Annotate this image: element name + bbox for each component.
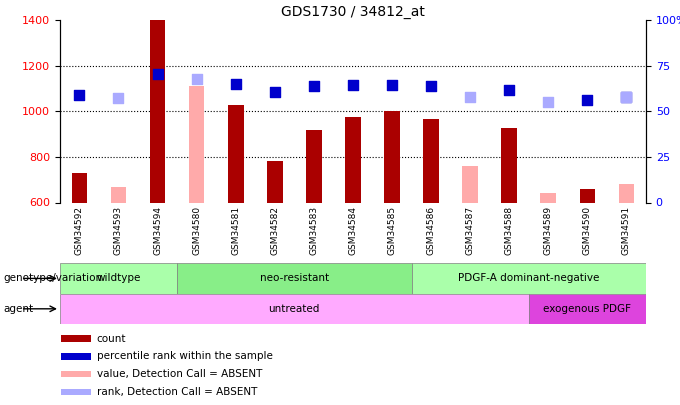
Point [113,94,124,101]
Text: GSM34585: GSM34585 [388,206,396,255]
Text: exogenous PDGF: exogenous PDGF [543,304,632,314]
Text: GSM34581: GSM34581 [231,206,240,255]
Text: GSM34583: GSM34583 [309,206,318,255]
Text: GSM34590: GSM34590 [583,206,592,255]
Bar [423,119,439,202]
Text: GSM34582: GSM34582 [270,206,279,254]
Bar [501,128,517,202]
Bar [150,20,165,202]
Bar [306,130,322,202]
Point [464,93,475,100]
Text: GSM34584: GSM34584 [348,206,358,254]
Point [309,83,320,90]
Text: untreated: untreated [269,304,320,314]
Point [269,89,280,95]
Text: GSM34588: GSM34588 [505,206,513,255]
Bar [61,389,91,395]
Bar [529,294,646,324]
Bar [619,184,634,202]
Text: GSM34580: GSM34580 [192,206,201,255]
Bar [228,104,243,202]
Bar [462,166,478,202]
Bar [579,189,595,202]
Title: GDS1730 / 34812_at: GDS1730 / 34812_at [281,5,425,19]
Point [191,76,202,83]
Text: PDGF-A dominant-negative: PDGF-A dominant-negative [458,273,600,283]
Point [543,99,554,105]
Bar [177,263,411,294]
Bar [411,263,646,294]
Point [386,82,397,88]
Bar [61,335,91,342]
Text: GSM34591: GSM34591 [622,206,631,255]
Text: wildtype: wildtype [97,273,141,283]
Bar [189,86,205,202]
Text: agent: agent [3,304,33,314]
Bar [541,194,556,202]
Text: genotype/variation: genotype/variation [3,273,103,283]
Bar [384,111,400,202]
Point [74,92,85,99]
Text: GSM34587: GSM34587 [466,206,475,255]
Text: value, Detection Call = ABSENT: value, Detection Call = ABSENT [97,369,262,379]
Point [621,93,632,100]
Point [426,83,437,90]
Text: percentile rank within the sample: percentile rank within the sample [97,352,273,361]
Bar [267,162,283,202]
Bar [60,294,529,324]
Point [582,97,593,103]
Bar [61,371,91,377]
Point [152,70,163,77]
Text: rank, Detection Call = ABSENT: rank, Detection Call = ABSENT [97,387,257,397]
Point [504,87,515,93]
Bar [60,263,177,294]
Bar [71,173,87,202]
Bar [345,117,360,202]
Text: GSM34592: GSM34592 [75,206,84,254]
Bar [61,353,91,360]
Text: neo-resistant: neo-resistant [260,273,329,283]
Text: GSM34586: GSM34586 [426,206,436,255]
Bar [111,187,126,202]
Text: count: count [97,334,126,343]
Text: GSM34594: GSM34594 [153,206,162,254]
Point [621,93,632,100]
Point [231,81,241,87]
Text: GSM34589: GSM34589 [544,206,553,255]
Text: GSM34593: GSM34593 [114,206,123,255]
Point [347,82,358,88]
